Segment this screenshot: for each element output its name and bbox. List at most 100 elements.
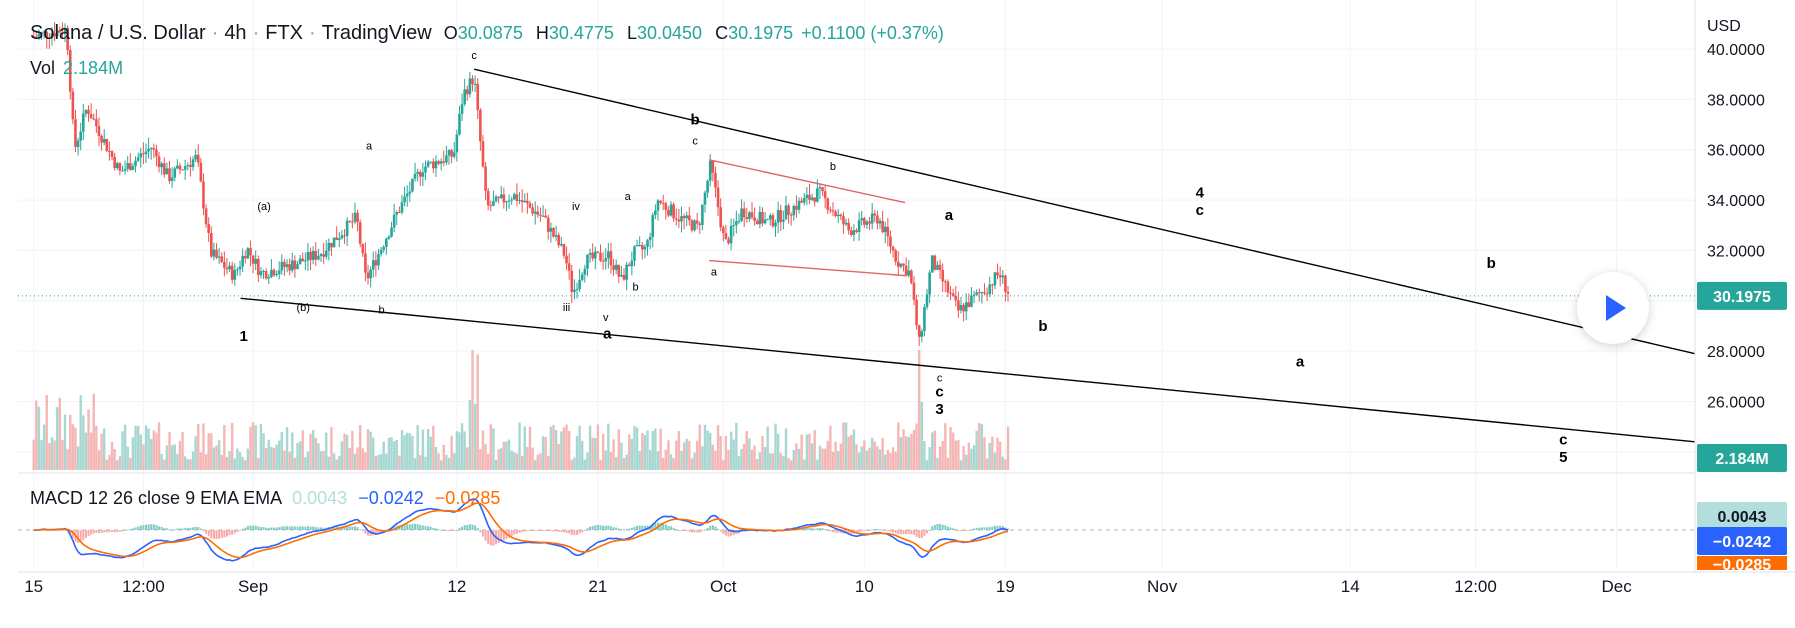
macd-histogram-bar [607,525,610,530]
open-value: 30.0875 [457,23,523,43]
macd-legend[interactable]: MACD 12 26 close 9 EMA EMA 0.0043 −0.024… [30,488,500,509]
currency-label[interactable]: USD [1707,18,1741,35]
macd-histogram-bar [432,527,435,530]
macd-histogram-bar [288,526,291,530]
candle-body [661,202,665,204]
volume-bar [403,435,406,470]
candle-body [878,220,882,224]
candle-body [398,211,401,213]
macd-histogram-bar [526,530,529,531]
volume-bar [633,426,636,470]
macd-histogram-bar [322,527,325,530]
legend-separator: · [252,22,260,44]
candle-body [492,201,495,206]
volume-bar [439,460,443,470]
wave-label: b [632,282,638,294]
volume-bar [965,454,968,470]
candle-body [792,205,796,216]
candle-body [808,194,811,200]
macd-histogram-bar [576,530,578,535]
candle-body [654,210,657,215]
macd-histogram-bar [312,526,315,530]
volume-bar [980,424,984,470]
volume-bar [609,452,613,470]
macd-histogram-bar [487,530,490,545]
volume-bar [129,457,132,470]
candle-body [873,213,877,216]
macd-histogram-bar [902,530,905,535]
volume-bar [970,448,973,470]
candle-body [196,154,200,163]
volume-bar [570,459,573,470]
macd-histogram-bar [630,527,633,530]
time-tick-label: Oct [710,577,737,596]
macd-histogram-bar [69,530,72,535]
volume-bar [714,450,717,470]
candle-body [382,247,386,250]
volume-bar [863,440,866,470]
trendlines[interactable] [240,68,1696,443]
macd-histogram-bar [586,528,589,530]
data-source: TradingView [321,22,432,44]
volume-bar [745,430,748,470]
channel-line [709,259,906,277]
low-value: 30.0450 [636,23,703,43]
volume-bar [889,452,892,470]
volume-bar [103,428,106,470]
volume-bar [230,422,234,470]
macd-badge: −0.0242 [1713,534,1771,551]
macd-histogram-bar [79,530,82,543]
macd-histogram-bar [625,528,628,530]
volume-bar [839,443,843,470]
volume-bar [784,428,788,470]
volume-bar [249,426,252,470]
macd-histogram-bar [421,525,424,530]
volume-bar [442,444,445,470]
wave-label: b [690,112,699,129]
candle-body [977,292,981,294]
volume-bar [897,422,900,470]
volume-bar [332,453,336,470]
macd-histogram-bar [286,526,289,530]
volume-legend[interactable]: Vol 2.184M [30,58,123,79]
macd-histogram-bar [121,530,124,532]
volume-bar [816,459,819,470]
volume-bar [886,449,890,470]
candle-body [502,194,506,203]
volume-bar [831,451,835,470]
candle-body [408,191,412,194]
macd-histogram-bar [573,530,576,536]
candle-body [379,249,383,254]
volume-bar [134,425,137,470]
macd-histogram-bar [455,529,458,531]
volume-bar [1006,426,1010,470]
replay-play-button[interactable] [1577,272,1649,344]
volume-bar [455,431,459,470]
interval[interactable]: 4h [224,22,247,44]
macd-histogram-bar [181,528,184,530]
macd-histogram-bar [711,525,714,530]
macd-histogram-bar [986,527,989,530]
candle-body [591,252,594,259]
candle-body [437,161,440,164]
candle-body [889,236,892,247]
macd-histogram-bar [126,529,129,531]
macd-histogram-bar [936,523,939,530]
volume-bar [656,451,660,470]
candle-body [633,246,636,261]
candle-body [173,168,177,178]
volume-bar [912,429,916,470]
symbol-name[interactable]: Solana / U.S. Dollar [30,22,206,44]
volume-bar [949,427,952,470]
play-icon [1606,295,1626,321]
candle-body [236,269,239,271]
candle-body [442,161,446,163]
candle-body [162,163,166,175]
candle-body [706,180,709,193]
time-tick-label: Nov [1147,577,1178,596]
volume-bar [975,430,978,470]
macd-histogram-bar [983,527,986,530]
macd-histogram-bar [205,530,208,534]
